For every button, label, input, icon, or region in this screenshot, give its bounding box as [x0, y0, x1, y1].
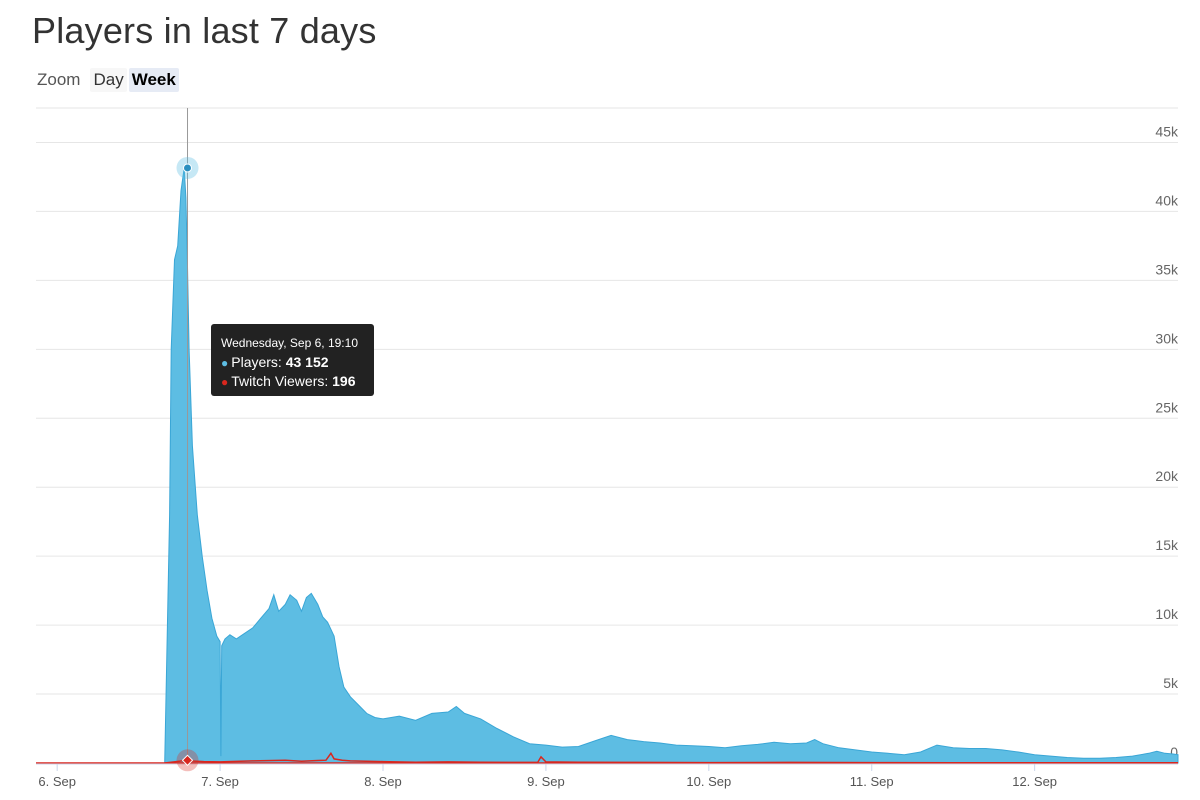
x-tick-label: 9. Sep [527, 774, 565, 789]
y-tick-label: 45k [1155, 123, 1179, 139]
x-tick-label: 8. Sep [364, 774, 402, 789]
tooltip-players-value: 43 152 [285, 354, 329, 370]
zoom-day-button[interactable]: Day [90, 68, 127, 92]
twitch-dot-icon: ● [221, 375, 229, 389]
zoom-week-button[interactable]: Week [128, 68, 179, 92]
y-tick-label: 20k [1155, 468, 1179, 484]
tooltip-twitch-row: ● Twitch Viewers: 196 [221, 372, 364, 391]
twitch-hover-point [181, 754, 194, 767]
tooltip-twitch-label: Twitch Viewers: [231, 373, 329, 389]
y-tick-label: 15k [1155, 537, 1179, 553]
players-series-area [164, 167, 1179, 764]
x-tick-label: 10. Sep [686, 774, 731, 789]
chart-title: Players in last 7 days [32, 10, 377, 51]
zoom-label: Zoom [37, 70, 81, 89]
zoom-control: Zoom Day Week [37, 68, 181, 92]
chart-tooltip: Wednesday, Sep 6, 19:10 ● Players: 43 152… [211, 324, 374, 396]
players-dot-icon: ● [221, 356, 229, 370]
y-tick-label: 30k [1155, 330, 1179, 346]
y-tick-label: 40k [1155, 192, 1179, 208]
twitch-series-line [164, 751, 1178, 764]
tooltip-twitch-value: 196 [332, 373, 356, 389]
y-tick-label: 35k [1155, 261, 1179, 277]
y-tick-label: 10k [1155, 606, 1179, 622]
x-tick-label: 6. Sep [38, 774, 76, 789]
tooltip-date: Wednesday, Sep 6, 19:10 [221, 336, 358, 350]
tooltip-players-row: ● Players: 43 152 [221, 353, 364, 372]
x-tick-label: 12. Sep [1012, 774, 1057, 789]
players-hover-point [183, 163, 193, 173]
y-tick-label: 5k [1163, 675, 1179, 691]
x-tick-label: 7. Sep [201, 774, 239, 789]
y-tick-label: 0 [1170, 744, 1178, 760]
x-tick-label: 11. Sep [850, 774, 894, 789]
tooltip-players-label: Players: [231, 354, 282, 370]
y-tick-label: 25k [1155, 399, 1179, 415]
